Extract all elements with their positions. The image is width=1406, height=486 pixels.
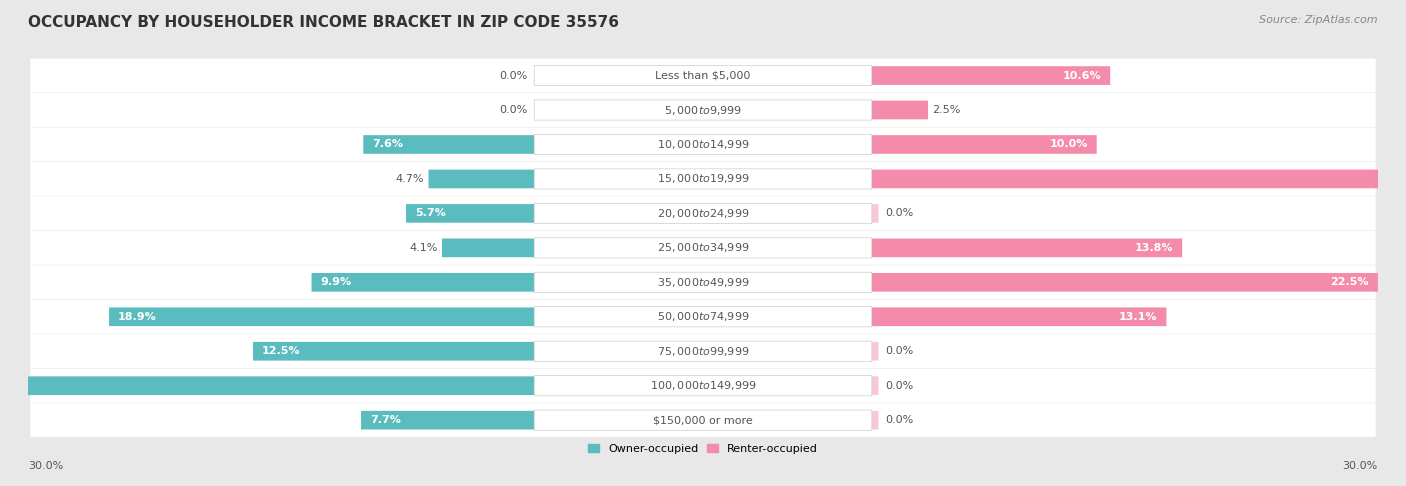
Text: $20,000 to $24,999: $20,000 to $24,999: [657, 207, 749, 220]
Text: OCCUPANCY BY HOUSEHOLDER INCOME BRACKET IN ZIP CODE 35576: OCCUPANCY BY HOUSEHOLDER INCOME BRACKET …: [28, 15, 619, 30]
FancyBboxPatch shape: [534, 100, 872, 120]
FancyBboxPatch shape: [0, 376, 534, 395]
FancyBboxPatch shape: [534, 134, 872, 155]
Text: 2.5%: 2.5%: [932, 105, 960, 115]
FancyBboxPatch shape: [534, 376, 872, 396]
Text: 0.0%: 0.0%: [886, 381, 914, 391]
Text: 30.0%: 30.0%: [1343, 461, 1378, 471]
Text: $35,000 to $49,999: $35,000 to $49,999: [657, 276, 749, 289]
FancyBboxPatch shape: [31, 334, 1375, 368]
Text: 4.1%: 4.1%: [409, 243, 437, 253]
FancyBboxPatch shape: [31, 93, 1375, 127]
FancyBboxPatch shape: [429, 170, 534, 188]
FancyBboxPatch shape: [31, 127, 1375, 161]
Text: 9.9%: 9.9%: [321, 278, 352, 287]
Text: Less than $5,000: Less than $5,000: [655, 70, 751, 81]
Text: $10,000 to $14,999: $10,000 to $14,999: [657, 138, 749, 151]
Text: 30.0%: 30.0%: [28, 461, 63, 471]
Legend: Owner-occupied, Renter-occupied: Owner-occupied, Renter-occupied: [583, 439, 823, 458]
Text: 13.8%: 13.8%: [1135, 243, 1173, 253]
FancyBboxPatch shape: [534, 341, 872, 362]
FancyBboxPatch shape: [534, 66, 872, 86]
Text: $15,000 to $19,999: $15,000 to $19,999: [657, 173, 749, 186]
FancyBboxPatch shape: [534, 238, 872, 258]
Text: 0.0%: 0.0%: [886, 415, 914, 425]
Text: 0.0%: 0.0%: [886, 208, 914, 218]
Text: $50,000 to $74,999: $50,000 to $74,999: [657, 310, 749, 323]
FancyBboxPatch shape: [31, 231, 1375, 265]
FancyBboxPatch shape: [534, 169, 872, 189]
FancyBboxPatch shape: [312, 273, 534, 292]
Text: 10.6%: 10.6%: [1063, 70, 1101, 81]
FancyBboxPatch shape: [872, 308, 1167, 326]
Text: $5,000 to $9,999: $5,000 to $9,999: [664, 104, 742, 117]
FancyBboxPatch shape: [31, 162, 1375, 196]
FancyBboxPatch shape: [872, 204, 879, 223]
FancyBboxPatch shape: [31, 196, 1375, 230]
FancyBboxPatch shape: [872, 342, 879, 361]
Text: 7.6%: 7.6%: [373, 139, 404, 150]
Text: 12.5%: 12.5%: [262, 346, 301, 356]
FancyBboxPatch shape: [872, 239, 1182, 257]
Text: $150,000 or more: $150,000 or more: [654, 415, 752, 425]
FancyBboxPatch shape: [872, 376, 879, 395]
Text: 4.7%: 4.7%: [395, 174, 425, 184]
FancyBboxPatch shape: [872, 101, 928, 120]
FancyBboxPatch shape: [872, 135, 1097, 154]
Text: 0.0%: 0.0%: [499, 70, 527, 81]
FancyBboxPatch shape: [534, 307, 872, 327]
Text: 10.0%: 10.0%: [1049, 139, 1088, 150]
Text: 0.0%: 0.0%: [886, 346, 914, 356]
FancyBboxPatch shape: [534, 272, 872, 293]
FancyBboxPatch shape: [406, 204, 534, 223]
FancyBboxPatch shape: [441, 239, 534, 257]
Text: 5.7%: 5.7%: [415, 208, 446, 218]
FancyBboxPatch shape: [253, 342, 534, 361]
Text: $25,000 to $34,999: $25,000 to $34,999: [657, 242, 749, 254]
Text: 22.5%: 22.5%: [1330, 278, 1369, 287]
FancyBboxPatch shape: [361, 411, 534, 430]
Text: $100,000 to $149,999: $100,000 to $149,999: [650, 379, 756, 392]
FancyBboxPatch shape: [31, 369, 1375, 403]
Text: 13.1%: 13.1%: [1119, 312, 1157, 322]
FancyBboxPatch shape: [872, 411, 879, 430]
Text: $75,000 to $99,999: $75,000 to $99,999: [657, 345, 749, 358]
FancyBboxPatch shape: [872, 66, 1111, 85]
Text: 18.9%: 18.9%: [118, 312, 157, 322]
FancyBboxPatch shape: [31, 265, 1375, 299]
FancyBboxPatch shape: [31, 300, 1375, 334]
Text: Source: ZipAtlas.com: Source: ZipAtlas.com: [1260, 15, 1378, 25]
FancyBboxPatch shape: [110, 308, 534, 326]
FancyBboxPatch shape: [363, 135, 534, 154]
FancyBboxPatch shape: [534, 410, 872, 430]
FancyBboxPatch shape: [31, 403, 1375, 437]
FancyBboxPatch shape: [872, 273, 1378, 292]
FancyBboxPatch shape: [872, 170, 1406, 188]
FancyBboxPatch shape: [534, 203, 872, 224]
FancyBboxPatch shape: [31, 59, 1375, 92]
Text: 0.0%: 0.0%: [499, 105, 527, 115]
Text: 7.7%: 7.7%: [370, 415, 401, 425]
